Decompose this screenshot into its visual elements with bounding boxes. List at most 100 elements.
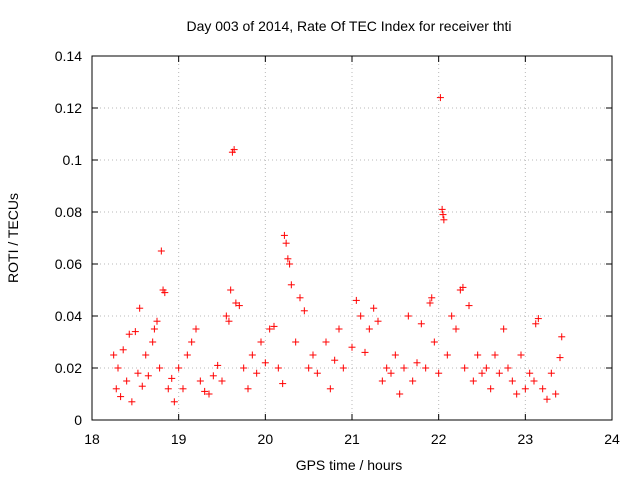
data-point <box>430 338 438 346</box>
data-point <box>543 395 551 403</box>
data-point <box>150 325 158 333</box>
data-point <box>227 286 235 294</box>
data-point <box>491 351 499 359</box>
data-point <box>257 338 265 346</box>
data-point <box>521 385 529 393</box>
data-point <box>443 351 451 359</box>
data-point <box>530 377 538 385</box>
data-point <box>387 369 395 377</box>
axes: 18 19 20 21 22 23 24 0 0.02 0.04 0.06 0.08 0.1 0.12 0.… <box>55 48 620 447</box>
data-point <box>539 385 547 393</box>
data-point <box>495 369 503 377</box>
data-point <box>326 385 334 393</box>
y-tick-label: 0 <box>74 412 82 428</box>
data-point <box>192 325 200 333</box>
data-point <box>352 296 360 304</box>
data-point <box>112 385 120 393</box>
data-point <box>461 364 469 372</box>
data-point <box>168 374 176 382</box>
data-point <box>400 364 408 372</box>
data-point <box>138 382 146 390</box>
data-point <box>413 359 421 367</box>
data-point <box>188 338 196 346</box>
data-point <box>552 390 560 398</box>
data-point <box>547 369 555 377</box>
data-point <box>459 283 467 291</box>
data-point <box>266 325 274 333</box>
data-point <box>218 377 226 385</box>
data-point <box>296 294 304 302</box>
data-point <box>513 390 521 398</box>
data-point <box>438 205 446 213</box>
data-point <box>428 294 436 302</box>
x-tick-label: 19 <box>171 431 187 447</box>
data-point <box>114 364 122 372</box>
data-point <box>196 377 204 385</box>
data-point <box>205 390 213 398</box>
data-point <box>244 385 252 393</box>
data-point <box>365 325 373 333</box>
data-point <box>556 354 564 362</box>
y-tick-label: 0.14 <box>55 48 82 64</box>
data-point <box>131 328 139 336</box>
data-point <box>153 317 161 325</box>
data-point <box>110 351 118 359</box>
data-point <box>305 364 313 372</box>
data-point <box>504 364 512 372</box>
data-point <box>313 369 321 377</box>
data-point <box>123 377 131 385</box>
y-tick-label: 0.1 <box>63 152 83 168</box>
data-point <box>274 364 282 372</box>
data-point <box>156 364 164 372</box>
data-point <box>164 385 172 393</box>
x-tick-label: 18 <box>84 431 100 447</box>
data-point <box>436 94 444 102</box>
data-point <box>558 333 566 341</box>
data-point <box>292 338 300 346</box>
data-point <box>487 385 495 393</box>
data-point <box>134 369 142 377</box>
data-point <box>482 364 490 372</box>
data-point <box>157 247 165 255</box>
data-point <box>348 343 356 351</box>
data-point <box>361 348 369 356</box>
data-point <box>409 377 417 385</box>
y-tick-label: 0.02 <box>55 360 82 376</box>
data-point <box>448 312 456 320</box>
data-point <box>339 364 347 372</box>
data-point <box>279 380 287 388</box>
data-point <box>161 289 169 297</box>
data-point <box>222 312 230 320</box>
data-point <box>128 398 136 406</box>
data-point <box>508 377 516 385</box>
data-point <box>282 239 290 247</box>
data-point <box>209 372 217 380</box>
data-point <box>142 351 150 359</box>
chart-title: Day 003 of 2014, Rate Of TEC Index for r… <box>186 18 511 34</box>
data-point <box>465 302 473 310</box>
data-point <box>214 361 222 369</box>
data-point <box>149 338 157 346</box>
data-point <box>439 211 447 219</box>
data-point <box>286 260 294 268</box>
y-tick-label: 0.12 <box>55 100 82 116</box>
data-point <box>240 364 248 372</box>
x-tick-label: 20 <box>258 431 274 447</box>
data-points <box>110 94 566 406</box>
data-point <box>422 364 430 372</box>
y-tick-label: 0.04 <box>55 308 82 324</box>
data-point <box>374 317 382 325</box>
data-point <box>136 304 144 312</box>
data-point <box>426 299 434 307</box>
data-point <box>144 372 152 380</box>
data-point <box>270 322 278 330</box>
data-point <box>179 385 187 393</box>
data-point <box>469 377 477 385</box>
data-point <box>230 146 238 154</box>
data-point <box>175 364 183 372</box>
y-tick-label: 0.08 <box>55 204 82 220</box>
x-tick-label: 22 <box>431 431 447 447</box>
data-point <box>391 351 399 359</box>
data-point <box>287 281 295 289</box>
data-point <box>170 398 178 406</box>
